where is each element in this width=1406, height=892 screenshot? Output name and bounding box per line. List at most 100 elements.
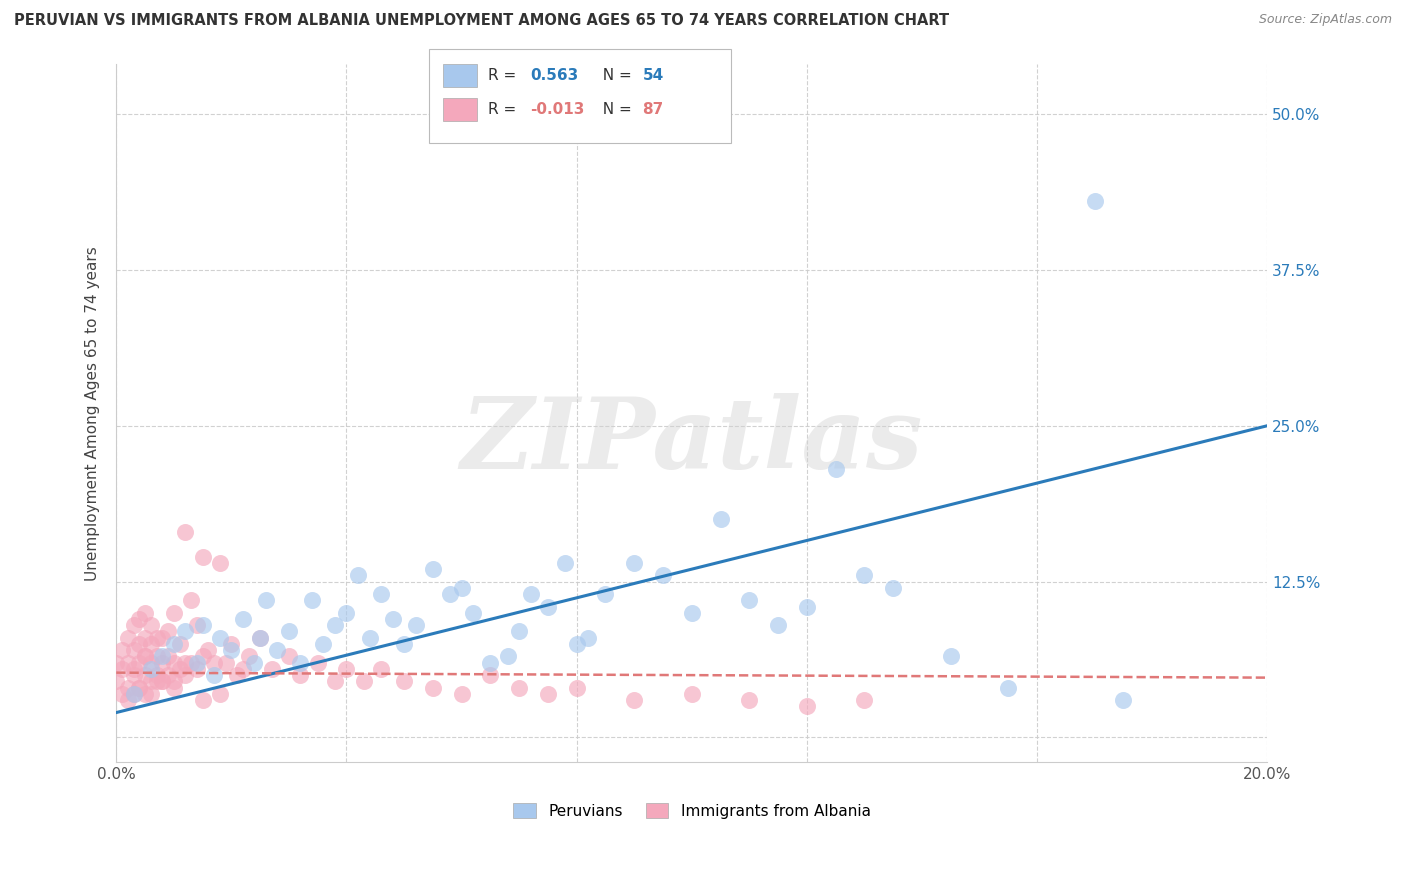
Point	[202, 668, 225, 682]
Point	[157, 624, 180, 639]
Point	[796, 699, 818, 714]
Text: R =: R =	[488, 69, 522, 83]
Point	[134, 606, 156, 620]
Point	[169, 637, 191, 651]
Point	[105, 674, 128, 689]
Point	[595, 587, 617, 601]
Point	[163, 674, 186, 689]
Point	[508, 624, 530, 639]
Point	[117, 656, 139, 670]
Point	[197, 643, 219, 657]
Text: PERUVIAN VS IMMIGRANTS FROM ALBANIA UNEMPLOYMENT AMONG AGES 65 TO 74 YEARS CORRE: PERUVIAN VS IMMIGRANTS FROM ALBANIA UNEM…	[14, 13, 949, 29]
Point	[623, 556, 645, 570]
Point	[277, 649, 299, 664]
Point	[347, 568, 370, 582]
Text: N =: N =	[593, 69, 637, 83]
Point	[232, 612, 254, 626]
Point	[191, 618, 214, 632]
Point	[249, 631, 271, 645]
Point	[565, 637, 588, 651]
Point	[191, 549, 214, 564]
Point	[254, 593, 277, 607]
Point	[122, 662, 145, 676]
Point	[221, 637, 243, 651]
Point	[150, 674, 173, 689]
Point	[853, 568, 876, 582]
Point	[290, 656, 312, 670]
Point	[111, 662, 134, 676]
Point	[122, 687, 145, 701]
Point	[323, 674, 346, 689]
Point	[163, 606, 186, 620]
Point	[202, 656, 225, 670]
Point	[134, 649, 156, 664]
Point	[157, 649, 180, 664]
Point	[163, 681, 186, 695]
Point	[191, 649, 214, 664]
Point	[623, 693, 645, 707]
Point	[232, 662, 254, 676]
Point	[134, 687, 156, 701]
Point	[186, 662, 208, 676]
Point	[221, 643, 243, 657]
Point	[312, 637, 335, 651]
Point	[353, 674, 375, 689]
Point	[208, 631, 231, 645]
Point	[208, 687, 231, 701]
Point	[186, 618, 208, 632]
Text: R =: R =	[488, 103, 522, 117]
Point	[117, 631, 139, 645]
Point	[301, 593, 323, 607]
Point	[117, 693, 139, 707]
Text: N =: N =	[593, 103, 637, 117]
Point	[738, 693, 761, 707]
Point	[208, 556, 231, 570]
Y-axis label: Unemployment Among Ages 65 to 74 years: Unemployment Among Ages 65 to 74 years	[86, 246, 100, 581]
Point	[111, 687, 134, 701]
Point	[128, 656, 150, 670]
Point	[710, 512, 733, 526]
Point	[134, 631, 156, 645]
Point	[450, 687, 472, 701]
Point	[370, 587, 392, 601]
Point	[681, 687, 703, 701]
Point	[359, 631, 381, 645]
Point	[266, 643, 288, 657]
Point	[145, 631, 167, 645]
Point	[882, 581, 904, 595]
Point	[174, 624, 197, 639]
Point	[479, 656, 502, 670]
Point	[565, 681, 588, 695]
Point	[128, 637, 150, 651]
Point	[163, 656, 186, 670]
Point	[157, 668, 180, 682]
Point	[139, 618, 162, 632]
Point	[117, 681, 139, 695]
Point	[174, 668, 197, 682]
Point	[174, 656, 197, 670]
Point	[150, 656, 173, 670]
Point	[134, 668, 156, 682]
Point	[508, 681, 530, 695]
Text: 54: 54	[643, 69, 664, 83]
Point	[370, 662, 392, 676]
Point	[122, 687, 145, 701]
Point	[738, 593, 761, 607]
Point	[939, 649, 962, 664]
Point	[145, 674, 167, 689]
Text: ZIPatlas: ZIPatlas	[461, 393, 922, 490]
Point	[163, 637, 186, 651]
Point	[576, 631, 599, 645]
Point	[128, 681, 150, 695]
Point	[191, 693, 214, 707]
Point	[128, 681, 150, 695]
Point	[1112, 693, 1135, 707]
Point	[537, 687, 560, 701]
Point	[260, 662, 283, 676]
Point	[652, 568, 675, 582]
Point	[290, 668, 312, 682]
Point	[422, 562, 444, 576]
Point	[335, 606, 357, 620]
Point	[134, 649, 156, 664]
Text: Source: ZipAtlas.com: Source: ZipAtlas.com	[1258, 13, 1392, 27]
